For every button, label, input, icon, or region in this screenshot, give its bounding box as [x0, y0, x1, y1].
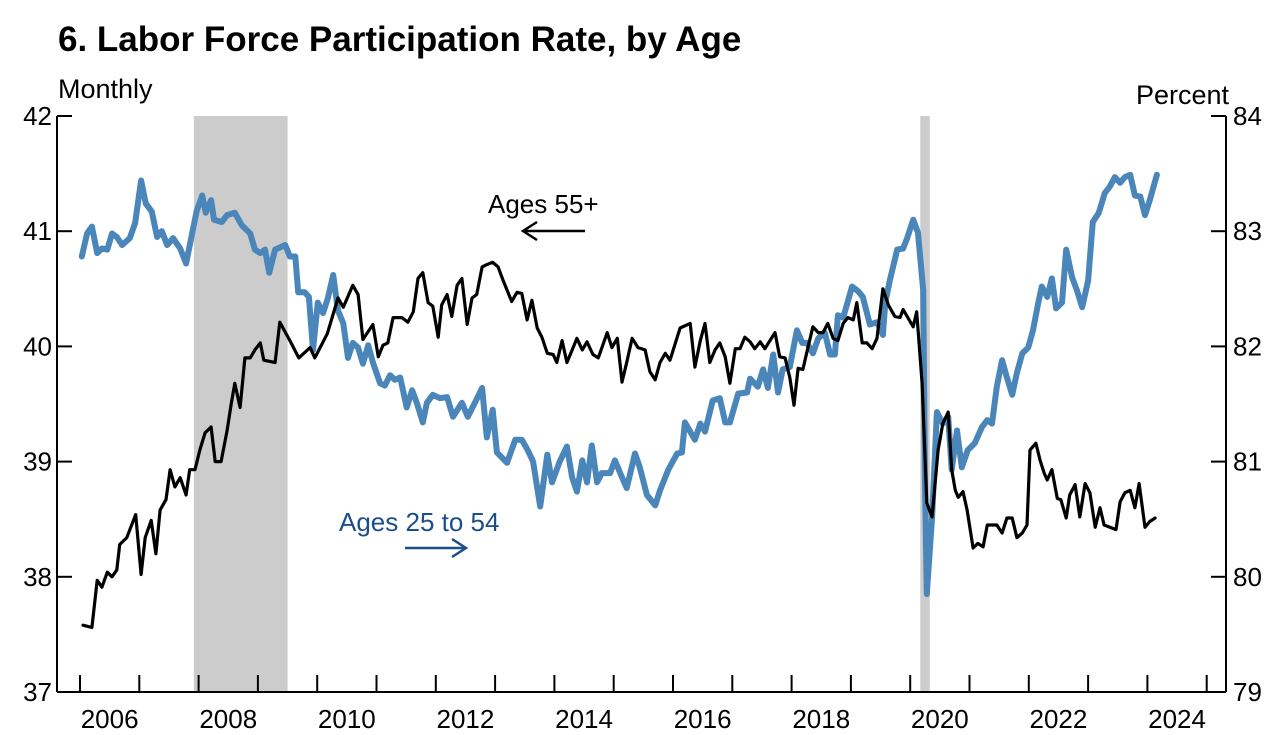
- arrow-left-icon: [520, 220, 585, 242]
- right-axis-tick-label: 82: [1233, 331, 1262, 361]
- right-axis-tick-label: 83: [1233, 216, 1262, 246]
- right-axis-tick-label: 79: [1233, 677, 1262, 707]
- annotation-ages-25-54: Ages 25 to 54: [339, 507, 499, 559]
- series-line-ages-55-plus: [81, 260, 1157, 630]
- x-axis-tick-label: 2018: [792, 704, 850, 734]
- axes: 37 38 39 40 41 42 79 80 81 82 83 84 2006 2008 2010 2012…: [23, 101, 1262, 734]
- left-axis-tick-label: 41: [23, 216, 52, 246]
- left-axis-tick-label: 37: [23, 677, 52, 707]
- x-axis-tick-label: 2014: [555, 704, 613, 734]
- right-axis-tick-label: 80: [1233, 562, 1262, 592]
- chart-title: 6. Labor Force Participation Rate, by Ag…: [58, 20, 741, 59]
- series-line-ages-25-54: [78, 171, 1160, 598]
- x-axis-tick-label: 2010: [318, 704, 376, 734]
- left-axis-tick-label: 40: [23, 331, 52, 361]
- left-axis-tick-label: 39: [23, 447, 52, 477]
- left-axis-tick-label: 38: [23, 562, 52, 592]
- x-axis-tick-label: 2022: [1030, 704, 1088, 734]
- x-axis-tick-label: 2024: [1148, 704, 1206, 734]
- x-axis-tick-label: 2006: [81, 704, 139, 734]
- annotation-ages-55: Ages 55+: [488, 189, 599, 242]
- right-axis-tick-label: 81: [1233, 447, 1262, 477]
- annotation-label-ages-25-54: Ages 25 to 54: [339, 507, 499, 537]
- annotation-label-ages-55: Ages 55+: [488, 189, 599, 219]
- x-axis-tick-label: 2012: [437, 704, 495, 734]
- series-lines: [78, 171, 1160, 630]
- left-axis-tick-label: 42: [23, 101, 52, 131]
- x-axis-tick-label: 2020: [911, 704, 969, 734]
- frequency-label: Monthly: [58, 74, 153, 104]
- arrow-right-icon: [405, 537, 469, 559]
- right-axis-label: Percent: [1136, 80, 1230, 110]
- right-axis-tick-label: 84: [1233, 101, 1262, 131]
- x-axis-tick-label: 2008: [199, 704, 257, 734]
- x-axis-tick-label: 2016: [674, 704, 732, 734]
